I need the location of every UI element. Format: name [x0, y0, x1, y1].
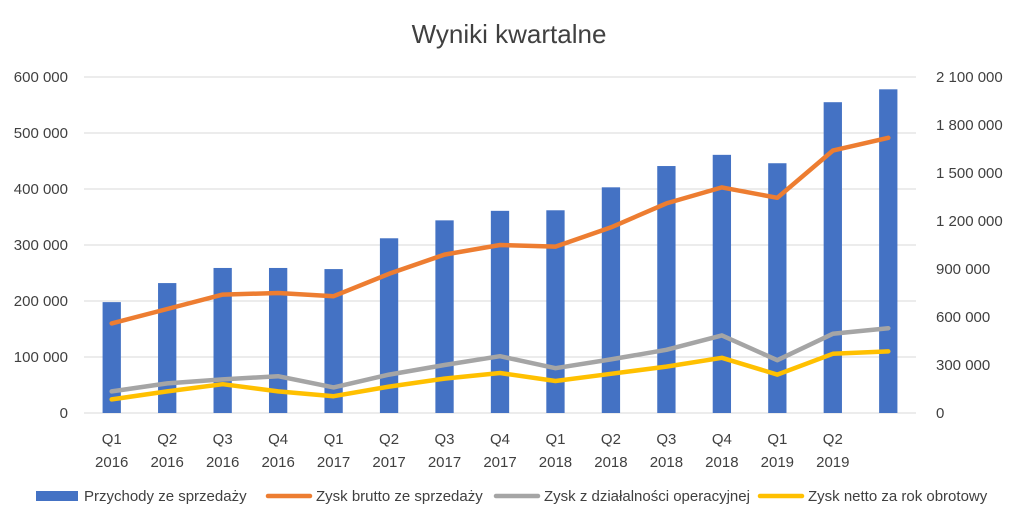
legend: Przychody ze sprzedaży Zysk brutto ze spr… [36, 488, 988, 505]
bar-series [102, 89, 898, 413]
x-tick-label: Q4 [268, 431, 288, 448]
x-tick-label-year: 2016 [206, 454, 239, 471]
bar [601, 187, 621, 413]
x-tick-label: Q3 [213, 431, 233, 448]
x-tick-label: Q1 [545, 431, 565, 448]
right-axis-ticks: 0 300 000 600 000 900 000 1 200 000 1 500 000… [936, 69, 1003, 422]
right-tick-label: 900 000 [936, 261, 990, 278]
x-tick-label-year: 2017 [317, 454, 350, 471]
bar [435, 220, 454, 413]
x-tick-label-year: 2019 [816, 454, 849, 471]
bar [879, 89, 898, 413]
line-series [109, 135, 891, 402]
left-tick-label: 500 000 [14, 125, 68, 142]
x-tick-label-year: 2018 [539, 454, 572, 471]
right-tick-label: 1 800 000 [936, 117, 1003, 134]
x-tick-label: Q4 [490, 431, 510, 448]
bar [768, 163, 787, 413]
bar [712, 154, 732, 413]
series-line [109, 349, 891, 402]
x-tick-label: Q1 [102, 431, 122, 448]
bar [546, 210, 565, 413]
x-tick-label: Q2 [379, 431, 399, 448]
x-tick-label-year: 2017 [372, 454, 405, 471]
x-tick-label: Q4 [712, 431, 732, 448]
right-tick-label: 1 200 000 [936, 213, 1003, 230]
left-tick-label: 0 [60, 405, 68, 422]
legend-label: Zysk netto za rok obrotowy [808, 488, 988, 505]
x-tick-label: Q1 [767, 431, 787, 448]
legend-label: Przychody ze sprzedaży [84, 488, 247, 505]
x-tick-label-year: 2017 [483, 454, 516, 471]
right-tick-label: 1 500 000 [936, 165, 1003, 182]
x-tick-label-year: 2018 [705, 454, 738, 471]
bar [158, 283, 177, 413]
x-tick-label: Q3 [656, 431, 676, 448]
x-tick-label-year: 2019 [761, 454, 794, 471]
left-tick-label: 200 000 [14, 293, 68, 310]
right-tick-label: 600 000 [936, 309, 990, 326]
x-tick-label: Q2 [601, 431, 621, 448]
x-tick-label: Q2 [157, 431, 177, 448]
x-tick-label: Q1 [324, 431, 344, 448]
legend-label: Zysk z działalności operacyjnej [544, 488, 750, 505]
x-tick-label-year: 2016 [261, 454, 294, 471]
right-tick-label: 300 000 [936, 357, 990, 374]
series-line [109, 135, 891, 326]
left-tick-label: 400 000 [14, 181, 68, 198]
x-tick-label-year: 2018 [594, 454, 627, 471]
bar [490, 210, 510, 413]
bar [102, 302, 121, 413]
x-tick-label-year: 2016 [151, 454, 184, 471]
x-tick-label-year: 2017 [428, 454, 461, 471]
x-tick-label: Q2 [823, 431, 843, 448]
x-tick-label: Q3 [435, 431, 455, 448]
right-tick-label: 0 [936, 405, 944, 422]
left-tick-label: 300 000 [14, 237, 68, 254]
right-tick-label: 2 100 000 [936, 69, 1003, 86]
bar [379, 238, 399, 413]
bar [324, 269, 343, 413]
left-tick-label: 600 000 [14, 69, 68, 86]
x-axis-labels: Q1 2016 Q2 2016 Q3 2016 Q4 2016 Q1 2017 Q2 2017 Q3 20… [95, 431, 849, 471]
left-tick-label: 100 000 [14, 349, 68, 366]
x-tick-label-year: 2018 [650, 454, 683, 471]
series-line [109, 325, 891, 394]
legend-swatch [36, 491, 78, 501]
legend-label: Zysk brutto ze sprzedaży [316, 488, 483, 505]
x-tick-label-year: 2016 [95, 454, 128, 471]
chart-title: Wyniki kwartalne [412, 19, 607, 49]
bar [213, 267, 232, 413]
left-axis-ticks: 0 100 000 200 000 300 000 400 000 500 000 600 … [14, 69, 68, 422]
